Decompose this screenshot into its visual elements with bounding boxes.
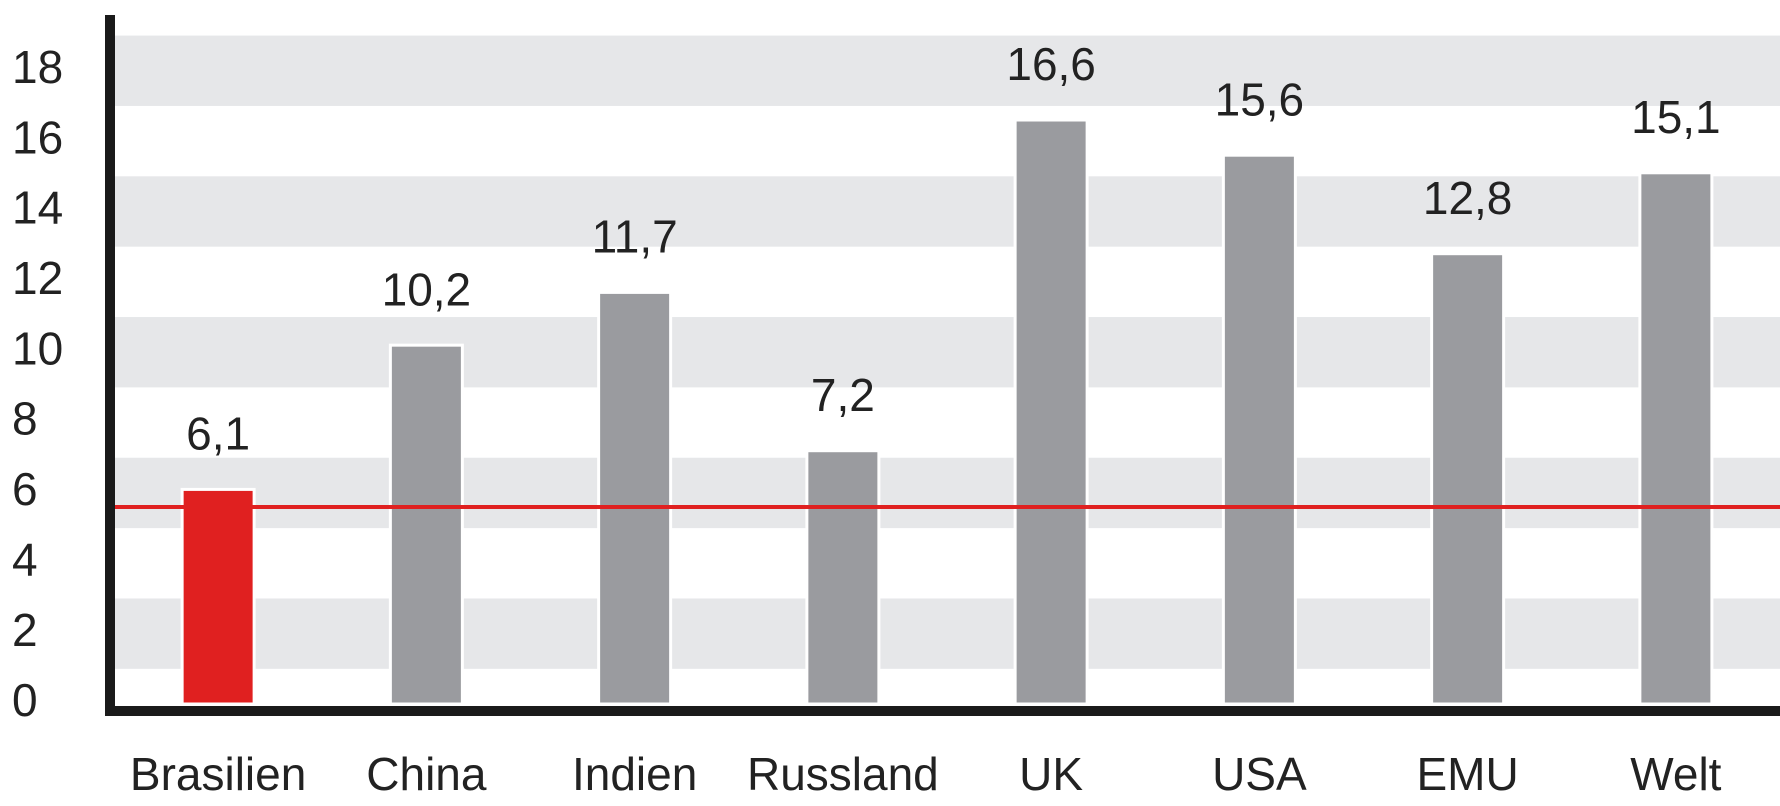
grid-band xyxy=(114,598,1780,669)
value-label: 11,7 xyxy=(592,211,678,263)
bar xyxy=(1430,252,1506,706)
x-tick-label: China xyxy=(366,748,487,800)
x-tick-label: EMU xyxy=(1417,748,1519,800)
bar xyxy=(180,487,256,706)
bar xyxy=(388,343,464,706)
x-tick-label: Indien xyxy=(572,748,697,800)
x-tick-label: UK xyxy=(1019,748,1083,800)
y-tick-label: 4 xyxy=(12,533,38,585)
value-label: 7,2 xyxy=(811,369,875,421)
value-label: 12,8 xyxy=(1423,172,1513,224)
y-tick-label: 2 xyxy=(12,604,38,656)
grid-band xyxy=(114,35,1780,106)
y-tick-label: 16 xyxy=(12,111,63,163)
y-tick-label: 0 xyxy=(12,674,38,726)
x-tick-label: USA xyxy=(1212,748,1307,800)
y-tick-label: 6 xyxy=(12,463,38,515)
y-tick-label: 14 xyxy=(12,182,63,234)
bar xyxy=(1013,118,1089,706)
x-tick-label: Russland xyxy=(747,748,939,800)
y-tick-label: 10 xyxy=(12,322,63,374)
grid-band xyxy=(114,176,1780,247)
bar xyxy=(1638,171,1714,706)
value-label: 15,1 xyxy=(1631,91,1721,143)
value-label: 15,6 xyxy=(1215,73,1305,125)
x-tick-label: Welt xyxy=(1630,748,1721,800)
bar xyxy=(805,449,881,706)
y-tick-label: 12 xyxy=(12,252,63,304)
x-tick-label: Brasilien xyxy=(130,748,306,800)
y-tick-label: 8 xyxy=(12,393,38,445)
bar xyxy=(1221,153,1297,706)
grid-band xyxy=(114,457,1780,529)
bar xyxy=(597,290,673,706)
value-label: 10,2 xyxy=(382,263,472,315)
value-label: 16,6 xyxy=(1006,38,1096,90)
value-label: 6,1 xyxy=(186,408,250,460)
y-tick-label: 18 xyxy=(12,41,63,93)
grid-band xyxy=(114,317,1780,388)
